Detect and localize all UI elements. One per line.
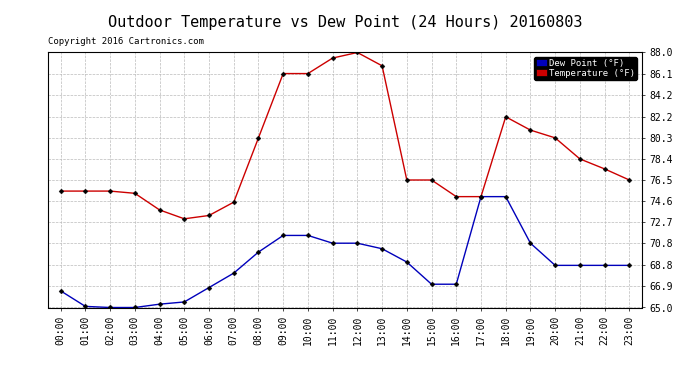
Text: Outdoor Temperature vs Dew Point (24 Hours) 20160803: Outdoor Temperature vs Dew Point (24 Hou… [108, 15, 582, 30]
Legend: Dew Point (°F), Temperature (°F): Dew Point (°F), Temperature (°F) [534, 57, 637, 80]
Text: Copyright 2016 Cartronics.com: Copyright 2016 Cartronics.com [48, 38, 204, 46]
